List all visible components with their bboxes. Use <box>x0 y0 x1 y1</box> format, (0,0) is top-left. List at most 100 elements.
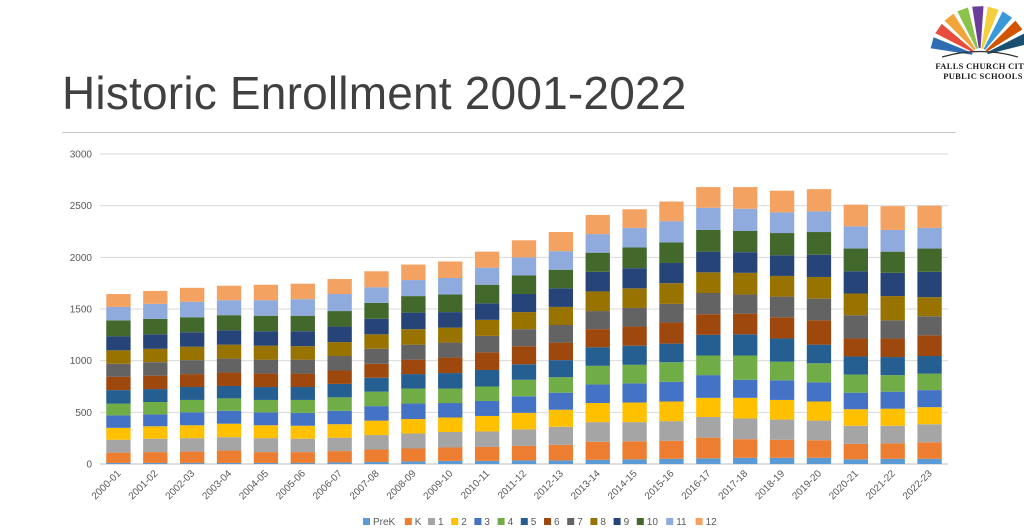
x-tick-label: 2006-07 <box>311 468 345 502</box>
bar-segment <box>769 338 795 362</box>
bar-segment <box>511 412 537 430</box>
x-tick-label: 2022-23 <box>901 468 935 502</box>
bar-segment <box>622 227 647 248</box>
bar-segment <box>143 426 168 439</box>
bar-segment <box>143 452 168 463</box>
bar-segment <box>143 318 168 335</box>
logo-fan-blade <box>930 37 973 55</box>
bar-segment <box>733 397 758 419</box>
bar-segment <box>438 373 463 389</box>
legend-swatch <box>567 518 575 525</box>
bar-segment <box>438 447 463 461</box>
bar-segment <box>474 446 500 461</box>
bar-segment <box>327 424 352 438</box>
bar-segment <box>327 279 352 295</box>
bar-segment <box>659 303 684 323</box>
bar-segment <box>438 278 463 295</box>
bar-segment <box>511 346 537 365</box>
bar-segment <box>843 356 868 375</box>
logo-fan-blade <box>935 23 974 53</box>
bar-segment <box>327 437 352 452</box>
legend-swatch <box>666 518 674 525</box>
x-tick-label: 2000-01 <box>90 468 124 502</box>
bar-segment <box>585 252 610 272</box>
x-tick-label: 2016-17 <box>680 468 714 502</box>
bar-segment <box>843 459 868 464</box>
bar-segment <box>438 342 463 358</box>
bar-segment <box>585 459 610 464</box>
bar-segment <box>216 344 242 359</box>
bar-segment <box>622 383 647 403</box>
bar-segment <box>364 363 389 378</box>
x-tick-label: 2007-08 <box>348 468 382 502</box>
bar-segment <box>253 412 279 426</box>
bar-segment <box>917 316 942 336</box>
bar-segment <box>843 293 868 316</box>
bar-segment <box>438 357 463 374</box>
bar-segment <box>880 375 905 392</box>
legend-label: 8 <box>600 517 606 528</box>
bar-segment <box>290 425 315 439</box>
bar-segment <box>880 458 905 464</box>
bar-segment <box>585 365 610 385</box>
bar-segment <box>659 322 684 344</box>
bar-segment <box>401 264 426 281</box>
bar-segment <box>806 401 832 421</box>
bar-segment <box>290 387 315 400</box>
bar-segment <box>659 421 684 441</box>
bar-segment <box>769 419 795 440</box>
bar-segment <box>585 311 610 330</box>
bar-segment <box>511 312 537 330</box>
bar-segment <box>769 255 795 276</box>
legend-label: 2 <box>461 517 467 528</box>
logo-line1: Falls Church City <box>935 61 1024 71</box>
bar-segment <box>622 209 647 228</box>
bar-segment <box>290 412 315 426</box>
bar-segment <box>769 212 795 234</box>
y-tick-label: 0 <box>86 460 92 471</box>
bar-segment <box>180 346 205 361</box>
bar-segment <box>843 315 868 339</box>
bar-segment <box>548 342 574 361</box>
bar-segment <box>216 410 242 424</box>
bar-segment <box>364 391 389 407</box>
bar-segment <box>511 379 537 397</box>
bar-segment <box>769 190 795 213</box>
bar-segment <box>290 462 315 464</box>
bar-segment <box>327 383 352 398</box>
bar-segment <box>769 275 795 297</box>
bar-segment <box>143 389 168 402</box>
bar-segment <box>880 272 905 297</box>
bar-segment <box>401 329 426 345</box>
x-tick-label: 2005-06 <box>274 468 308 502</box>
bar-segment <box>806 363 832 383</box>
bar-segment <box>769 399 795 420</box>
bar-segment <box>806 211 832 233</box>
bar-segment <box>180 451 205 463</box>
bar-segment <box>585 403 610 423</box>
logo-book-base <box>941 50 1019 58</box>
bar-segment <box>106 306 131 321</box>
bar-segment <box>401 312 426 330</box>
bar-segment <box>622 307 647 327</box>
legend-label: 7 <box>577 517 583 528</box>
bar-segment <box>511 364 537 380</box>
x-tick-label: 2012-13 <box>532 468 566 502</box>
bar-segment <box>180 425 205 439</box>
x-tick-label: 2014-15 <box>606 468 640 502</box>
legend-label: 11 <box>676 517 687 528</box>
bar-segment <box>696 334 721 356</box>
bars <box>106 187 942 464</box>
bar-segment <box>622 364 647 384</box>
bar-segment <box>659 283 684 304</box>
bar-segment <box>696 375 721 398</box>
page-title: Historic Enrollment 2001-2022 <box>62 67 687 119</box>
bar-segment <box>806 298 832 321</box>
bar-segment <box>548 306 574 326</box>
x-tick-label: 2019-20 <box>790 468 824 502</box>
bar-segment <box>106 294 131 307</box>
bar-segment <box>659 242 684 264</box>
bar-segment <box>438 294 463 313</box>
bar-segment <box>364 377 389 392</box>
